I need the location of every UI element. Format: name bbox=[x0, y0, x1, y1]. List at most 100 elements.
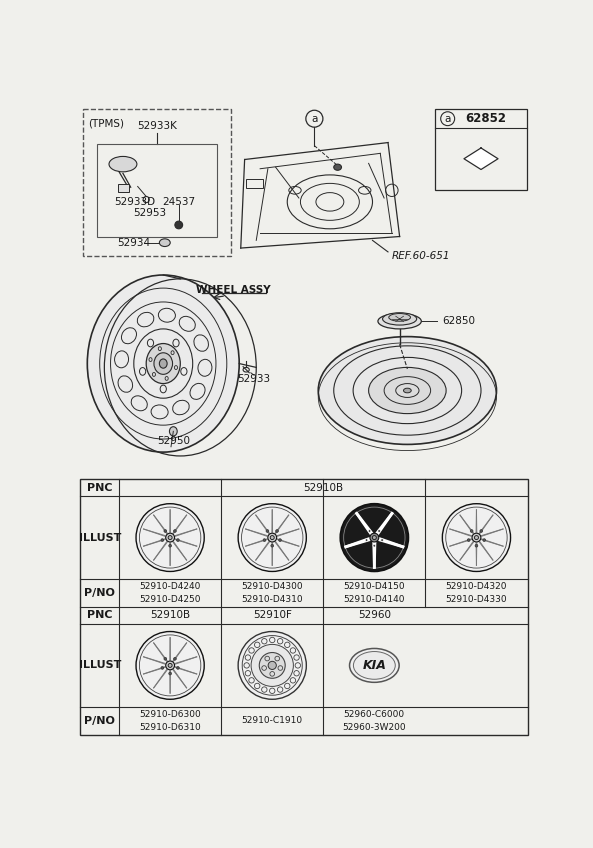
Polygon shape bbox=[357, 513, 372, 534]
Polygon shape bbox=[173, 515, 187, 533]
Ellipse shape bbox=[474, 536, 479, 539]
Text: 52910-D4250: 52910-D4250 bbox=[139, 594, 201, 604]
Text: 52910F: 52910F bbox=[253, 611, 292, 621]
Ellipse shape bbox=[365, 538, 368, 541]
Bar bbox=[80, 479, 528, 734]
Bar bbox=[117, 184, 129, 192]
Ellipse shape bbox=[259, 652, 285, 678]
Ellipse shape bbox=[378, 530, 381, 533]
Ellipse shape bbox=[475, 544, 478, 547]
Ellipse shape bbox=[154, 353, 173, 374]
Polygon shape bbox=[464, 148, 498, 170]
Ellipse shape bbox=[241, 507, 303, 568]
Polygon shape bbox=[154, 542, 167, 560]
Ellipse shape bbox=[382, 313, 417, 325]
Ellipse shape bbox=[165, 533, 174, 542]
Polygon shape bbox=[278, 539, 299, 546]
Ellipse shape bbox=[369, 367, 446, 414]
Text: (TPMS): (TPMS) bbox=[88, 119, 124, 129]
Ellipse shape bbox=[168, 536, 172, 539]
Polygon shape bbox=[173, 542, 187, 560]
Ellipse shape bbox=[170, 427, 177, 436]
Bar bbox=[435, 109, 527, 190]
Ellipse shape bbox=[470, 530, 473, 533]
Text: 52933D: 52933D bbox=[114, 197, 155, 207]
Polygon shape bbox=[476, 543, 477, 566]
Ellipse shape bbox=[139, 635, 201, 696]
Ellipse shape bbox=[266, 530, 269, 533]
Polygon shape bbox=[144, 657, 165, 664]
Ellipse shape bbox=[483, 538, 486, 541]
Ellipse shape bbox=[268, 661, 276, 669]
Polygon shape bbox=[175, 539, 197, 546]
Polygon shape bbox=[482, 539, 503, 546]
Ellipse shape bbox=[353, 651, 396, 679]
Text: 52910-D4240: 52910-D4240 bbox=[139, 583, 201, 591]
Text: REF.60-651: REF.60-651 bbox=[392, 251, 450, 261]
Polygon shape bbox=[272, 543, 273, 566]
Text: 24537: 24537 bbox=[162, 197, 195, 207]
Ellipse shape bbox=[370, 533, 379, 542]
Ellipse shape bbox=[168, 663, 172, 667]
Polygon shape bbox=[460, 542, 473, 560]
Text: 52960-3W200: 52960-3W200 bbox=[343, 722, 406, 732]
Text: 52933K: 52933K bbox=[137, 121, 177, 131]
Ellipse shape bbox=[276, 530, 278, 533]
Polygon shape bbox=[144, 529, 165, 536]
Polygon shape bbox=[275, 515, 289, 533]
Text: KIA: KIA bbox=[362, 659, 386, 672]
Polygon shape bbox=[256, 515, 269, 533]
Text: 52910-D4330: 52910-D4330 bbox=[445, 594, 507, 604]
Polygon shape bbox=[173, 670, 187, 688]
Ellipse shape bbox=[177, 538, 179, 541]
Ellipse shape bbox=[238, 504, 307, 572]
Ellipse shape bbox=[372, 536, 377, 539]
Text: ILLUST: ILLUST bbox=[78, 533, 121, 543]
Ellipse shape bbox=[174, 530, 176, 533]
Polygon shape bbox=[479, 542, 493, 560]
Text: a: a bbox=[445, 114, 451, 124]
Ellipse shape bbox=[174, 657, 176, 661]
Polygon shape bbox=[379, 538, 403, 547]
Text: 52910-D4140: 52910-D4140 bbox=[343, 594, 405, 604]
Polygon shape bbox=[154, 643, 167, 661]
Text: 52960-C6000: 52960-C6000 bbox=[344, 710, 405, 719]
Ellipse shape bbox=[161, 667, 164, 669]
Polygon shape bbox=[346, 538, 369, 547]
Polygon shape bbox=[479, 515, 493, 533]
Bar bbox=[246, 179, 263, 188]
Ellipse shape bbox=[136, 632, 204, 700]
Polygon shape bbox=[175, 529, 197, 536]
Text: WHEEL ASSY: WHEEL ASSY bbox=[196, 286, 270, 295]
Ellipse shape bbox=[446, 507, 507, 568]
Polygon shape bbox=[272, 510, 273, 533]
Ellipse shape bbox=[165, 661, 174, 670]
Text: PNC: PNC bbox=[87, 483, 113, 493]
Text: 62850: 62850 bbox=[442, 316, 475, 326]
Polygon shape bbox=[144, 667, 165, 674]
Text: 52910B: 52910B bbox=[150, 611, 190, 621]
Ellipse shape bbox=[480, 530, 483, 533]
Polygon shape bbox=[460, 515, 473, 533]
Text: 52910-D4310: 52910-D4310 bbox=[241, 594, 303, 604]
Ellipse shape bbox=[349, 649, 399, 683]
Polygon shape bbox=[476, 510, 477, 533]
Ellipse shape bbox=[146, 343, 180, 383]
Text: 52910-D6310: 52910-D6310 bbox=[139, 722, 201, 732]
Polygon shape bbox=[450, 539, 471, 546]
Ellipse shape bbox=[161, 538, 164, 541]
Polygon shape bbox=[275, 542, 289, 560]
Text: ILLUST: ILLUST bbox=[78, 661, 121, 671]
Text: 52910B: 52910B bbox=[303, 483, 343, 493]
Polygon shape bbox=[278, 529, 299, 536]
Text: 52910-D6300: 52910-D6300 bbox=[139, 710, 201, 719]
Ellipse shape bbox=[271, 544, 273, 547]
Ellipse shape bbox=[318, 337, 496, 444]
Ellipse shape bbox=[109, 156, 137, 172]
Ellipse shape bbox=[389, 314, 410, 321]
Ellipse shape bbox=[368, 530, 371, 533]
Text: 52934: 52934 bbox=[117, 237, 151, 248]
Ellipse shape bbox=[373, 544, 376, 547]
Polygon shape bbox=[175, 667, 197, 674]
Text: 52933: 52933 bbox=[237, 374, 270, 384]
